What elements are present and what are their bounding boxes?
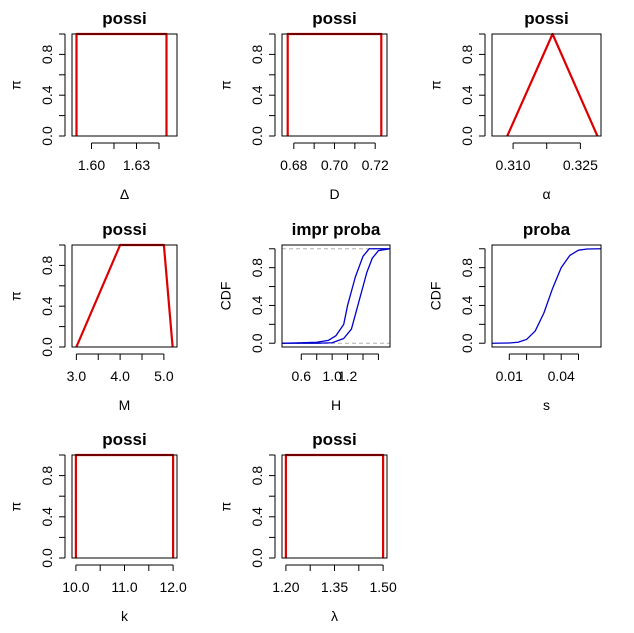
series-line-1 xyxy=(286,32,383,136)
x-axis-label: λ xyxy=(331,608,338,624)
x-tick-label: 3.0 xyxy=(67,368,87,384)
x-tick-label: 11.0 xyxy=(111,579,137,595)
plot-frame xyxy=(281,454,388,559)
panel-5: 0.6 1.01.2 0.0 0.4 0.8 impr proba H CDF xyxy=(218,220,391,413)
y-tick-label: 0.0 xyxy=(459,333,475,353)
y-tick-label: 0.8 xyxy=(459,258,475,278)
y-axis-label: π xyxy=(8,291,24,301)
x-tick-label: 0.68 xyxy=(280,157,307,173)
y-axis-label: CDF xyxy=(428,282,444,311)
x-axis-label: k xyxy=(121,608,129,624)
x-tick-label: 10.0 xyxy=(62,579,89,595)
x-tick-label: 0.01 xyxy=(496,368,523,384)
y-tick-label: 0.8 xyxy=(249,258,265,278)
panel-4: 3.0 4.0 5.0 0.0 0.4 0.8 possi Mπ xyxy=(8,220,178,413)
series-line-1 xyxy=(74,453,175,558)
y-tick-label: 0.8 xyxy=(39,255,55,275)
panel-title: possi xyxy=(102,430,146,449)
x-axis-label: H xyxy=(331,397,341,413)
x-tick-label: 5.0 xyxy=(154,368,174,384)
y-axis-label: π xyxy=(8,501,24,511)
y-axis-label: π xyxy=(218,501,234,511)
panel-title: possi xyxy=(524,9,568,28)
x-tick-label: 1.35 xyxy=(321,579,348,595)
panel-2: 0.68 0.70 0.72 0.0 0.4 0.8 possi Dπ xyxy=(218,9,389,202)
panel-title: possi xyxy=(102,220,146,239)
y-tick-label: 0.0 xyxy=(249,126,265,146)
panel-title: proba xyxy=(523,220,571,239)
series-line-1 xyxy=(506,32,599,137)
y-tick-label: 0.0 xyxy=(249,333,265,353)
y-axis-label: π xyxy=(428,80,444,90)
y-tick-label: 0.4 xyxy=(249,85,265,105)
y-tick-label: 0.4 xyxy=(249,507,265,527)
panel-title: possi xyxy=(312,430,356,449)
x-axis-label: D xyxy=(329,186,339,202)
series-line-1 xyxy=(75,32,168,136)
y-axis-label: π xyxy=(218,80,234,90)
x-tick-label: 1.2 xyxy=(338,368,358,384)
panel-7: 10.0 11.0 12.0 0.0 0.4 0.8 possi k π xyxy=(8,430,187,624)
x-tick-label: 0.70 xyxy=(321,157,348,173)
y-axis-label: π xyxy=(8,80,24,90)
y-tick-label: 0.0 xyxy=(39,337,55,357)
panel-8: 1.20 1.35 1.50 0.0 0.4 0.8 possi λ π xyxy=(218,430,397,624)
x-tick-label: 1.60 xyxy=(78,157,105,173)
x-tick-label: 0.6 xyxy=(292,368,312,384)
x-tick-label: 0.72 xyxy=(362,157,389,173)
x-tick-label: 1.50 xyxy=(369,579,396,595)
x-tick-label: 12.0 xyxy=(159,579,186,595)
y-tick-label: 0.8 xyxy=(39,44,55,64)
plot-frame xyxy=(71,33,178,137)
plot-frame xyxy=(491,244,602,348)
y-tick-label: 0.8 xyxy=(459,44,475,64)
y-tick-label: 0.0 xyxy=(459,126,475,146)
y-tick-label: 0.0 xyxy=(39,126,55,146)
plot-frame xyxy=(71,244,178,348)
series-line-1 xyxy=(491,248,602,344)
y-tick-label: 0.4 xyxy=(459,85,475,105)
plot-frame xyxy=(491,33,602,137)
y-tick-label: 0.4 xyxy=(39,507,55,527)
panel-6: 0.01 0.04 0.0 0.4 0.8 proba s CDF xyxy=(428,220,602,413)
plot-frame xyxy=(281,33,388,137)
y-tick-label: 0.0 xyxy=(249,548,265,568)
plot-frame xyxy=(71,454,178,559)
x-tick-label: 0.04 xyxy=(548,368,575,384)
x-axis-label: M xyxy=(119,397,131,413)
y-tick-label: 0.0 xyxy=(39,548,55,568)
x-tick-label: 1.63 xyxy=(123,157,150,173)
x-tick-label: 1.20 xyxy=(272,579,299,595)
y-tick-label: 0.4 xyxy=(39,296,55,316)
panel-title: possi xyxy=(102,9,146,28)
x-axis-label: Δ xyxy=(120,186,129,202)
panel-1: 1.60 1.63 0.0 0.4 0.8 possi Δπ xyxy=(8,9,178,202)
series-line-1 xyxy=(284,453,385,558)
panel-title: possi xyxy=(312,9,356,28)
panel-3: 0.310 0.325 0.0 0.4 0.8 possi α π xyxy=(428,9,602,202)
y-tick-label: 0.8 xyxy=(249,44,265,64)
x-tick-label: 1.0 xyxy=(322,368,342,384)
y-tick-label: 0.4 xyxy=(39,85,55,105)
x-axis-label: α xyxy=(542,186,550,202)
x-tick-label: 0.310 xyxy=(496,157,531,173)
y-tick-label: 0.4 xyxy=(249,296,265,316)
y-tick-label: 0.8 xyxy=(249,466,265,486)
x-axis-label: s xyxy=(543,397,550,413)
series-line-2 xyxy=(282,248,391,344)
plot-frame xyxy=(281,244,391,348)
y-tick-label: 0.8 xyxy=(39,466,55,486)
series-line-1 xyxy=(281,248,390,344)
series-line-1 xyxy=(75,243,174,348)
y-tick-label: 0.4 xyxy=(459,296,475,316)
panel-title: impr proba xyxy=(292,220,381,239)
y-axis-label: CDF xyxy=(218,282,234,311)
x-tick-label: 4.0 xyxy=(110,368,130,384)
x-tick-label: 0.325 xyxy=(563,157,598,173)
